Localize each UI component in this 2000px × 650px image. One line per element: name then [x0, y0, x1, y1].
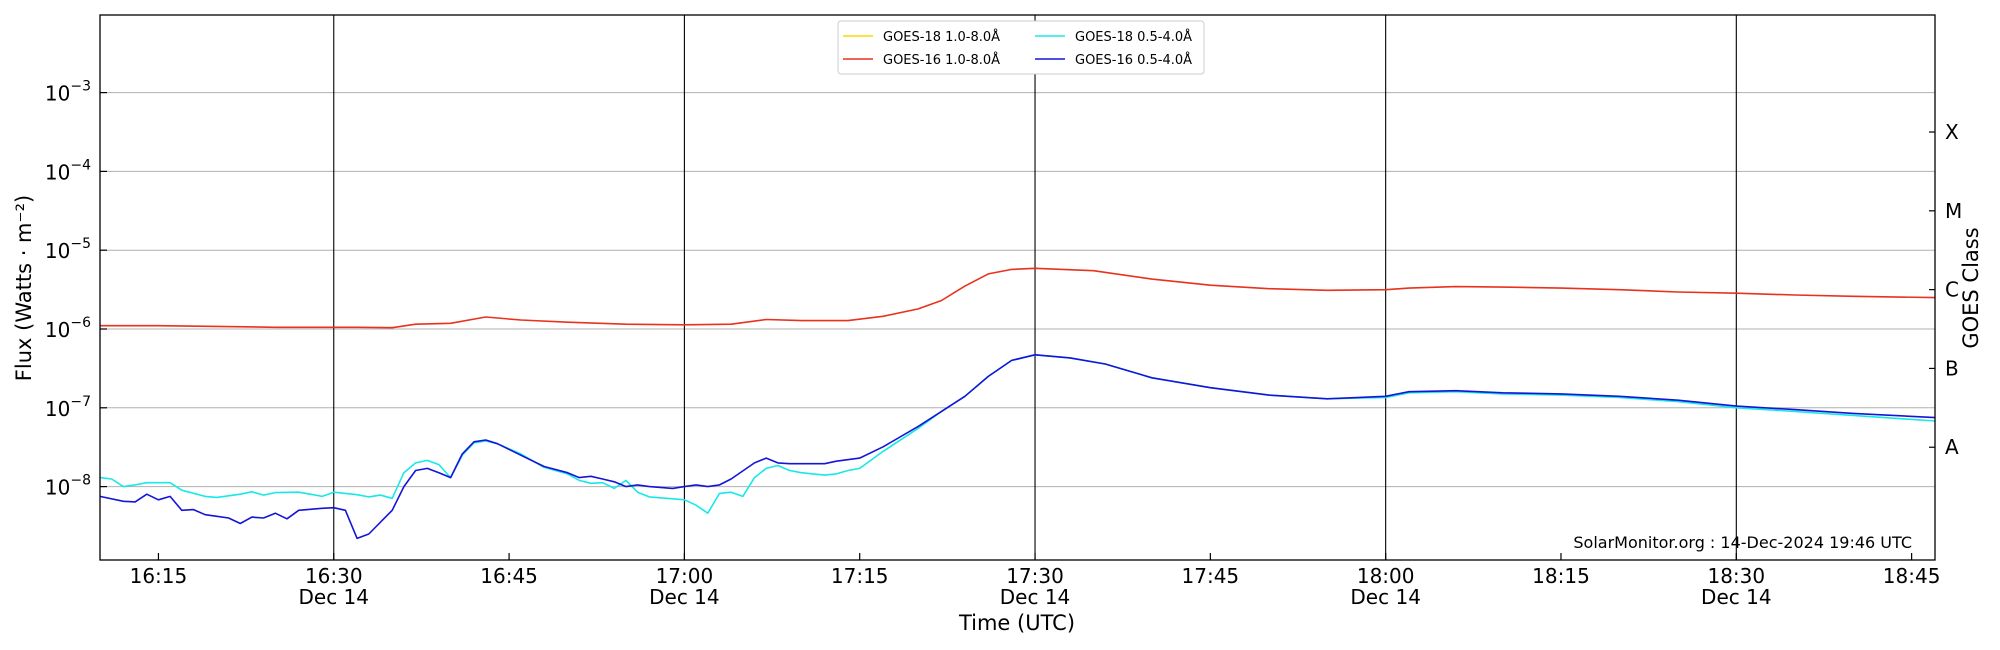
x-tick-sublabel: Dec 14: [1000, 585, 1071, 609]
x-tick-label: 18:15: [1532, 564, 1590, 588]
x-tick-sublabel: Dec 14: [1350, 585, 1421, 609]
grid: [100, 15, 1935, 560]
x-tick-label: 17:30: [1006, 564, 1064, 588]
plot-lines: [99, 267, 1936, 540]
x-axis-title: Time (UTC): [958, 611, 1075, 635]
legend-label: GOES-16 0.5-4.0Å: [1075, 52, 1192, 68]
x-tick-label: 18:45: [1883, 564, 1941, 588]
x-tick-label: 16:30: [305, 564, 363, 588]
y-axis-title: Flux (Watts · m⁻²): [12, 195, 36, 381]
right-axis-title: GOES Class: [1959, 227, 1983, 348]
y-tick-label: 10−7: [45, 394, 91, 421]
legend: GOES-18 1.0-8.0Å GOES-16 1.0-8.0Å GOES-18 …: [837, 20, 1205, 75]
legend-label: GOES-18 0.5-4.0Å: [1075, 29, 1192, 45]
legend-label: GOES-16 1.0-8.0Å: [883, 52, 1000, 68]
x-tick-label: 16:15: [130, 564, 188, 588]
goes-class-label: C: [1945, 278, 1959, 302]
x-tick-sublabel: Dec 14: [1701, 585, 1772, 609]
goes-class-label: X: [1945, 120, 1959, 144]
y-tick-label: 10−3: [45, 79, 91, 106]
x-tick-label: 17:45: [1182, 564, 1240, 588]
credit-text: SolarMonitor.org : 14-Dec-2024 19:46 UTC: [1573, 533, 1912, 552]
x-tick-sublabel: Dec 14: [299, 585, 370, 609]
x-tick-label: 18:30: [1707, 564, 1765, 588]
plot-frame: [99, 14, 1936, 561]
legend-box: [837, 20, 1205, 75]
y-tick-label: 10−6: [45, 315, 91, 342]
x-tick-sublabel: Dec 14: [649, 585, 720, 609]
goes-class-label: M: [1945, 199, 1962, 223]
series-line: [99, 354, 1936, 540]
x-tick-label: 17:15: [831, 564, 889, 588]
goes-class-label: A: [1945, 435, 1959, 459]
y-tick-label: 10−5: [45, 236, 91, 263]
x-tick-label: 16:45: [480, 564, 538, 588]
series-line: [100, 267, 1936, 329]
x-tick-label: 18:00: [1357, 564, 1415, 588]
y-tick-label: 10−8: [45, 473, 91, 500]
y-tick-label: 10−4: [45, 157, 91, 184]
legend-label: GOES-18 1.0-8.0Å: [883, 29, 1000, 45]
x-tick-label: 17:00: [656, 564, 714, 588]
goes-class-label: B: [1945, 356, 1959, 380]
